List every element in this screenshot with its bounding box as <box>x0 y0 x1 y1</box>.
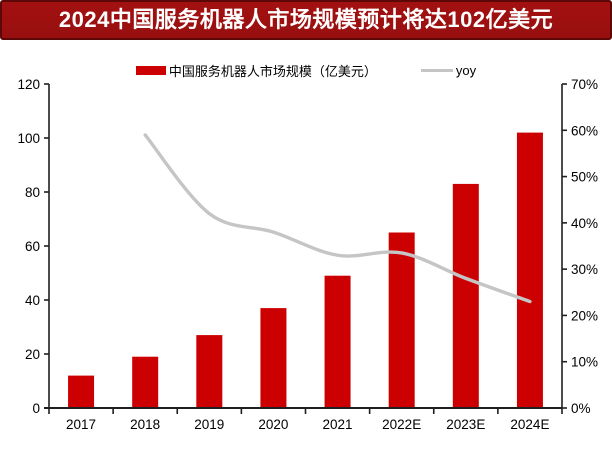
bar-2022E <box>388 232 415 408</box>
bar-2017 <box>68 375 95 408</box>
line-swatch-icon <box>420 68 453 72</box>
x-axis-label: 2019 <box>194 417 224 432</box>
x-axis-label: 2020 <box>258 417 288 432</box>
chart-legend: 中国服务机器人市场规模（亿美元） yoy <box>0 58 612 82</box>
right-axis-label: 70% <box>571 77 598 92</box>
bar-2021 <box>324 275 351 408</box>
right-axis-label: 30% <box>571 262 598 277</box>
bar-swatch-icon <box>135 65 166 75</box>
x-axis-label: 2018 <box>130 417 160 432</box>
legend-label-yoy: yoy <box>455 62 477 78</box>
bar-2019 <box>196 335 223 408</box>
bar-2018 <box>132 356 159 408</box>
left-axis-label: 0 <box>32 401 40 416</box>
bar-2024E <box>516 132 543 408</box>
legend-label-market-size: 中国服务机器人市场规模（亿美元） <box>168 63 377 79</box>
right-axis-label: 0% <box>571 401 591 416</box>
left-axis-label: 80 <box>25 185 40 200</box>
legend-item-yoy: yoy <box>420 62 477 78</box>
x-axis-label: 2023E <box>446 417 485 432</box>
x-axis-label: 2017 <box>66 417 96 432</box>
right-axis-label: 20% <box>571 308 598 323</box>
page-title: 2024中国服务机器人市场规模预计将达102亿美元 <box>0 0 612 40</box>
legend-item-market-size: 中国服务机器人市场规模（亿美元） <box>135 61 377 80</box>
x-axis-label: 2022E <box>382 417 421 432</box>
right-axis-label: 10% <box>571 355 598 370</box>
left-axis-label: 100 <box>17 131 40 146</box>
chart-area: 0 20 40 60 80 100 120 0% 10% 20% 30% 40% 50% 60% 70% 20… <box>0 40 612 444</box>
left-axis-label: 20 <box>25 347 40 362</box>
x-axis-label: 2024E <box>510 417 549 432</box>
yoy-line <box>143 133 532 304</box>
x-axis-label: 2021 <box>323 417 353 432</box>
market-size-chart: 0 20 40 60 80 100 120 0% 10% 20% 30% 40% 50% 60% 70% 20… <box>17 77 598 432</box>
left-axis-label: 40 <box>25 293 40 308</box>
right-axis-label: 40% <box>571 216 598 231</box>
left-axis-label: 120 <box>17 77 40 92</box>
right-axis-label: 60% <box>571 123 598 138</box>
bar-2023E <box>452 183 479 408</box>
bar-2020 <box>260 308 287 408</box>
right-axis-label: 50% <box>571 170 598 185</box>
left-axis-label: 60 <box>25 239 40 254</box>
